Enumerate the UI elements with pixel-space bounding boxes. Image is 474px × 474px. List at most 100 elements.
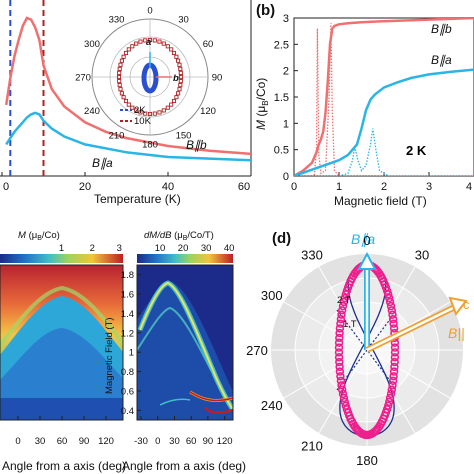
panel-c2-y-ticks: 0.4 0.6 0.8 1 1.2 1.4 1.6 1.8: [121, 270, 141, 417]
inset-10k-markers: [116, 37, 184, 117]
panel-d-pink-marker: [339, 393, 349, 403]
panel-c2-colorbar-tick: 10: [155, 243, 166, 254]
inset-legend-2k: 2K: [134, 105, 146, 116]
panel-d-pink-marker: [337, 381, 346, 390]
inset-10k-marker: [152, 38, 157, 43]
series-dmdb-b: [294, 23, 474, 176]
panel-c-left: M (μB/Co) 1 2 3 0 30 60 90 120 Angle from a ax…: [0, 230, 126, 473]
panel-c1-colorbar-tick: 2: [90, 243, 95, 254]
panel-d-pink-marker: [334, 353, 344, 362]
inset-10k-marker: [121, 95, 126, 100]
panel-d-pink-marker: [340, 293, 349, 303]
panel-b-x-tick: 1: [336, 181, 342, 193]
panel-d-angle-label: 0: [363, 233, 370, 248]
panel-c2-colorbar-tick: 20: [178, 243, 189, 254]
panel-a-x-tick: 60: [238, 181, 250, 193]
inset-10k-marker: [161, 108, 166, 113]
inset-10k-marker: [177, 87, 182, 92]
panel-c1-colorbar-label: M (μB/Co): [18, 230, 60, 242]
inset-10k-marker: [178, 83, 183, 88]
panel-c2-y-tick: 1: [129, 348, 134, 359]
panel-c2-colorbar-ticks: 10 20 30 40: [155, 243, 235, 254]
panel-d-angle-label: 240: [261, 398, 283, 413]
panel-d-pink-marker: [338, 306, 347, 315]
panel-d-radial-1t: 1 T: [343, 319, 357, 330]
inset-angle-label: 150: [176, 131, 192, 142]
panel-d-arrow-b-label: B||: [448, 325, 465, 341]
panel-b-x-label: Magnetic field (T): [334, 194, 427, 208]
panel-d-pink-marker: [386, 389, 396, 399]
panel-d-pink-marker: [389, 367, 399, 376]
inset-angle-label: 210: [109, 131, 125, 142]
inset-10k-marker: [161, 41, 166, 46]
panel-d-pink-marker: [387, 385, 396, 394]
panel-b-label: (b): [256, 2, 275, 19]
inset-10k-marker: [118, 62, 123, 67]
panel-c1-x-tick: 120: [98, 436, 114, 447]
panel-d-pink-marker: [386, 301, 396, 311]
panel-d-pink-marker: [388, 315, 398, 324]
series-line-b-parallel-b: [4, 16, 251, 156]
panel-c2-x-tick: 30: [169, 436, 180, 447]
panel-a-x-label: Temperature (K): [94, 192, 181, 206]
inset-10k-marker: [123, 50, 129, 56]
panel-b-x-ticks: 0 1 2 3 4: [291, 172, 474, 193]
panel-d-pink-marker: [390, 353, 400, 362]
panel-c1-colorbar: [0, 254, 123, 263]
panel-c1-x-ticks: 0 30 60 90 120: [15, 416, 114, 447]
inset-10k-marker: [117, 70, 122, 75]
inset-axis-a-label: a: [146, 37, 151, 48]
panel-c2-x-tick: -30: [134, 436, 148, 447]
panel-c2-y-tick: 0.8: [121, 367, 134, 378]
panel-b: (b) 0 0.5 1 1.5 2 2.5 3 0 1 2 3 4 B∥b B∥a 2 K Magn…: [254, 2, 474, 208]
inset-10k-marker: [121, 54, 126, 59]
panel-d-pink-markers: [334, 260, 400, 440]
panel-d-pink-marker: [385, 397, 394, 407]
inset-10k-marker: [176, 58, 181, 63]
panel-d-angle-label: 180: [356, 453, 378, 468]
panel-d-pink-marker: [335, 362, 344, 372]
panel-b-y-tick: 1: [283, 118, 289, 130]
inset-10k-marker: [117, 83, 122, 88]
panel-d-pink-marker: [389, 324, 399, 333]
inset-10k-marker: [178, 66, 183, 71]
panel-b-annotation: 2 K: [406, 143, 427, 158]
panel-b-y-tick: 2: [283, 66, 289, 78]
inset-10k-marker: [143, 111, 148, 116]
inset-10k-marker: [134, 108, 139, 113]
panel-b-frame: [293, 17, 474, 177]
panel-c1-colorbar-ticks: 1 2 3: [59, 243, 122, 254]
inset-10k-marker: [171, 98, 177, 104]
panel-a-x-tick: 20: [79, 181, 91, 193]
inset-10k-marker: [119, 91, 124, 96]
inset-legend-10k: 10K: [134, 116, 152, 127]
panel-c-right: dM/dB (μB/Co/T) 10 20 30 40 0.40.60.811.21.…: [104, 230, 246, 473]
panel-d-angle-label: 270: [246, 343, 268, 358]
panel-b-y-tick: 1.5: [274, 92, 289, 104]
inset-10k-marker: [126, 47, 131, 52]
panel-b-x-tick: 4: [466, 181, 472, 193]
inset-angle-label: 240: [84, 106, 100, 117]
panel-d-pink-marker: [341, 401, 350, 410]
series-line-b-parallel-a: [5, 111, 251, 162]
panel-d-pink-marker: [334, 338, 344, 347]
inset-10k-marker: [147, 37, 153, 43]
panel-b-x-tick: 3: [426, 181, 432, 193]
inset-angle-label: 270: [75, 73, 91, 84]
panel-c2-x-ticks: -30 0 30 60 90 120: [134, 416, 233, 447]
inset-10k-marker: [165, 44, 170, 49]
panel-d-pink-marker: [335, 367, 345, 376]
inset-10k-marker: [118, 87, 123, 92]
panel-c2-y-tick: 1.8: [121, 270, 134, 281]
inset-angle-label: 90: [212, 73, 223, 84]
panel-c2-x-tick: 60: [186, 436, 197, 447]
inset-10k-marker: [177, 62, 182, 67]
inset-10k-marker: [174, 54, 179, 59]
inset-10k-marker: [130, 105, 135, 110]
panel-d-pink-marker: [335, 357, 344, 367]
panel-a-x-ticks: 0 20 40 60: [1, 172, 252, 193]
panel-d-pink-marker: [339, 297, 349, 307]
panel-b-y-tick: 2.5: [274, 39, 289, 51]
inset-angle-label: 0: [147, 6, 152, 17]
